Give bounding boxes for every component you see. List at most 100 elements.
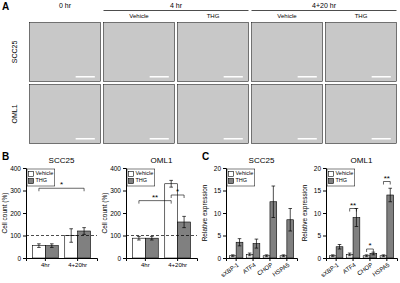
y-tick-mark [123, 168, 126, 169]
row-label: OML1 [11, 104, 18, 123]
x-tick: ATF4 [342, 258, 358, 275]
x-tick-label: CHOP [356, 262, 374, 277]
x-tick-label: 4hr [141, 262, 150, 268]
plot-marks [126, 180, 197, 258]
error-bar [150, 236, 154, 240]
y-tick: 0 [17, 255, 26, 262]
x-tick-mark [77, 258, 78, 261]
column-label: Vehicle [129, 13, 149, 19]
column-label: Vehicle [277, 13, 297, 19]
bar-chart: 05101520sXBP-1ATF4CHOPHSPA5Relative expr… [201, 151, 298, 278]
y-tick-mark [223, 168, 226, 169]
x-tick-mark [145, 258, 146, 261]
y-axis-line [223, 169, 227, 259]
error-bar [382, 255, 386, 257]
y-tick: 10 [314, 210, 326, 217]
scale-bar [150, 138, 169, 140]
y-axis-title: Relative expression [301, 184, 309, 241]
y-tick: 15 [314, 187, 326, 194]
legend-swatch [229, 172, 234, 177]
legend-swatch [29, 172, 34, 177]
error-bar [238, 239, 242, 246]
error-bar [365, 255, 369, 257]
scale-bar [224, 76, 243, 78]
legend-label: THG [336, 177, 348, 183]
y-axis-line [23, 169, 27, 259]
chart-title: SCC25 [249, 156, 275, 165]
y-tick-label: 15 [314, 187, 322, 194]
column-group-label: 4+20 hr [312, 2, 337, 9]
y-tick-mark [323, 258, 326, 259]
legend-frame [327, 169, 355, 186]
figure: SCC25OML10 hr4 hrVehicleTHG4+20 hrVehicl… [0, 0, 400, 283]
y-tick-mark [23, 213, 26, 214]
x-tick-mark [253, 258, 254, 261]
y-tick-mark [123, 191, 126, 192]
x-tick-mark [369, 258, 370, 261]
y-tick: 100 [10, 232, 26, 239]
significance-label: * [176, 187, 179, 196]
x-tick-label: HSPA5 [371, 261, 391, 277]
bar [380, 256, 387, 258]
error-bar [182, 216, 186, 227]
panel-label: B [2, 151, 9, 162]
y-axis-title: Relative expression [201, 184, 209, 241]
reference-line [26, 235, 97, 236]
y-tick-label: 5 [317, 232, 321, 239]
x-tick: HSPA5 [271, 258, 291, 278]
y-tick-label: 20 [314, 165, 322, 172]
image-placeholder [30, 23, 101, 82]
y-tick-label: 200 [10, 210, 21, 217]
legend-swatch [129, 172, 134, 177]
x-axis: sXBP-1ATF4CHOPHSPA5 [320, 258, 398, 278]
error-bar [282, 255, 286, 257]
bar-chart: 01002003004004hr4+20hrCell count (%)OML1… [101, 156, 198, 268]
y-tick: 15 [214, 187, 226, 194]
legend-label: Vehicle [336, 170, 354, 176]
y-tick-label: 0 [317, 255, 321, 262]
error-bar [50, 244, 54, 248]
legend-label: THG [36, 177, 48, 183]
y-axis-line [323, 169, 327, 259]
error-bar [37, 244, 41, 248]
image-placeholder [252, 85, 323, 144]
y-tick-label: 100 [110, 232, 121, 239]
error-bar [372, 252, 376, 255]
legend-swatch [129, 179, 134, 184]
bar [78, 231, 91, 258]
panel-label: C [202, 151, 209, 162]
image-placeholder [178, 23, 249, 82]
bar [229, 256, 236, 258]
legend-label: Vehicle [136, 170, 154, 176]
y-tick-mark [323, 236, 326, 237]
bar-chart: 01002003004004hr4+20hrCell count (%)SCC2… [1, 151, 98, 268]
x-tick-mark [269, 258, 270, 261]
y-tick: 400 [10, 165, 26, 172]
y-tick-mark [223, 236, 226, 237]
scale-bar [298, 76, 317, 78]
x-tick-label: 4+20hr [68, 262, 87, 268]
row-label: SCC25 [11, 41, 18, 64]
x-tick: sXBP-1 [320, 258, 341, 278]
error-bar [169, 180, 173, 187]
legend-swatch [329, 172, 334, 177]
x-tick-label: CHOP [256, 262, 274, 277]
legend: VehicleTHG [227, 169, 255, 186]
y-tick-label: 0 [117, 255, 121, 262]
x-tick: sXBP-1 [220, 258, 241, 278]
image-panel: SCC25OML10 hr4 hrVehicleTHG4+20 hrVehicl… [2, 1, 397, 144]
legend-frame [227, 169, 255, 186]
bar [145, 238, 158, 258]
y-tick-label: 400 [110, 165, 121, 172]
y-tick: 0 [117, 255, 126, 262]
x-tick-label: 4+20hr [168, 262, 187, 268]
scale-bar [76, 76, 95, 78]
y-axis-title: Cell count (%) [1, 193, 9, 234]
y-tick-label: 10 [314, 210, 322, 217]
y-axis: 0100200300400 [110, 165, 126, 262]
legend-frame [27, 169, 55, 186]
plot-marks [26, 188, 97, 258]
error-bar [137, 236, 141, 240]
y-tick: 300 [110, 187, 126, 194]
legend-label: THG [236, 177, 248, 183]
